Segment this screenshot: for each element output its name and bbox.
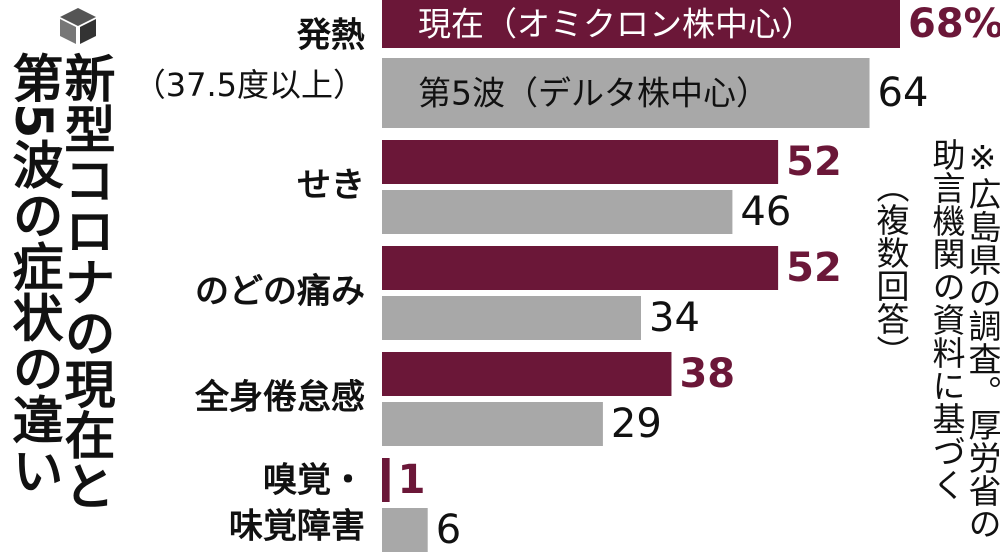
legend-label: 現在（オミクロン株中心） (418, 5, 814, 44)
note: ※広島県の調査。厚労省の助言機関の資料に基づく (927, 138, 1000, 540)
bar (382, 352, 672, 396)
bar (382, 246, 779, 290)
data-label: 64 (878, 70, 929, 116)
data-label: 52 (786, 245, 842, 291)
category-label: 嗅覚・ (263, 461, 365, 501)
bar (382, 0, 900, 48)
data-label: 1 (398, 457, 426, 503)
category-label: 発熱 (297, 16, 365, 56)
bar (382, 58, 870, 128)
note: （複数回答） (871, 170, 910, 368)
icon (60, 8, 96, 44)
bar (382, 402, 603, 446)
bar (382, 190, 733, 234)
category-label: のどの痛み (195, 272, 365, 312)
bar (382, 296, 641, 340)
data-label: 29 (611, 401, 662, 447)
data-label: 38 (679, 351, 735, 397)
category-label: 味覚障害 (229, 507, 365, 547)
category-label: せき (297, 166, 365, 206)
data-label: 34 (649, 295, 700, 341)
data-label: 6 (436, 507, 461, 552)
data-label: 68% (908, 1, 1000, 47)
legend-label: 第5波（デルタ株中心） (418, 74, 769, 113)
chart-title: 新型コロナの現在と第5波の症状の違い (3, 52, 114, 511)
data-label: 46 (740, 189, 791, 235)
data-label: 52 (786, 139, 842, 185)
bar (382, 458, 390, 502)
bar (382, 140, 779, 184)
bar (382, 508, 428, 552)
category-label: 全身倦怠感 (194, 378, 365, 418)
category-label: （37.5度以上） (134, 66, 365, 104)
